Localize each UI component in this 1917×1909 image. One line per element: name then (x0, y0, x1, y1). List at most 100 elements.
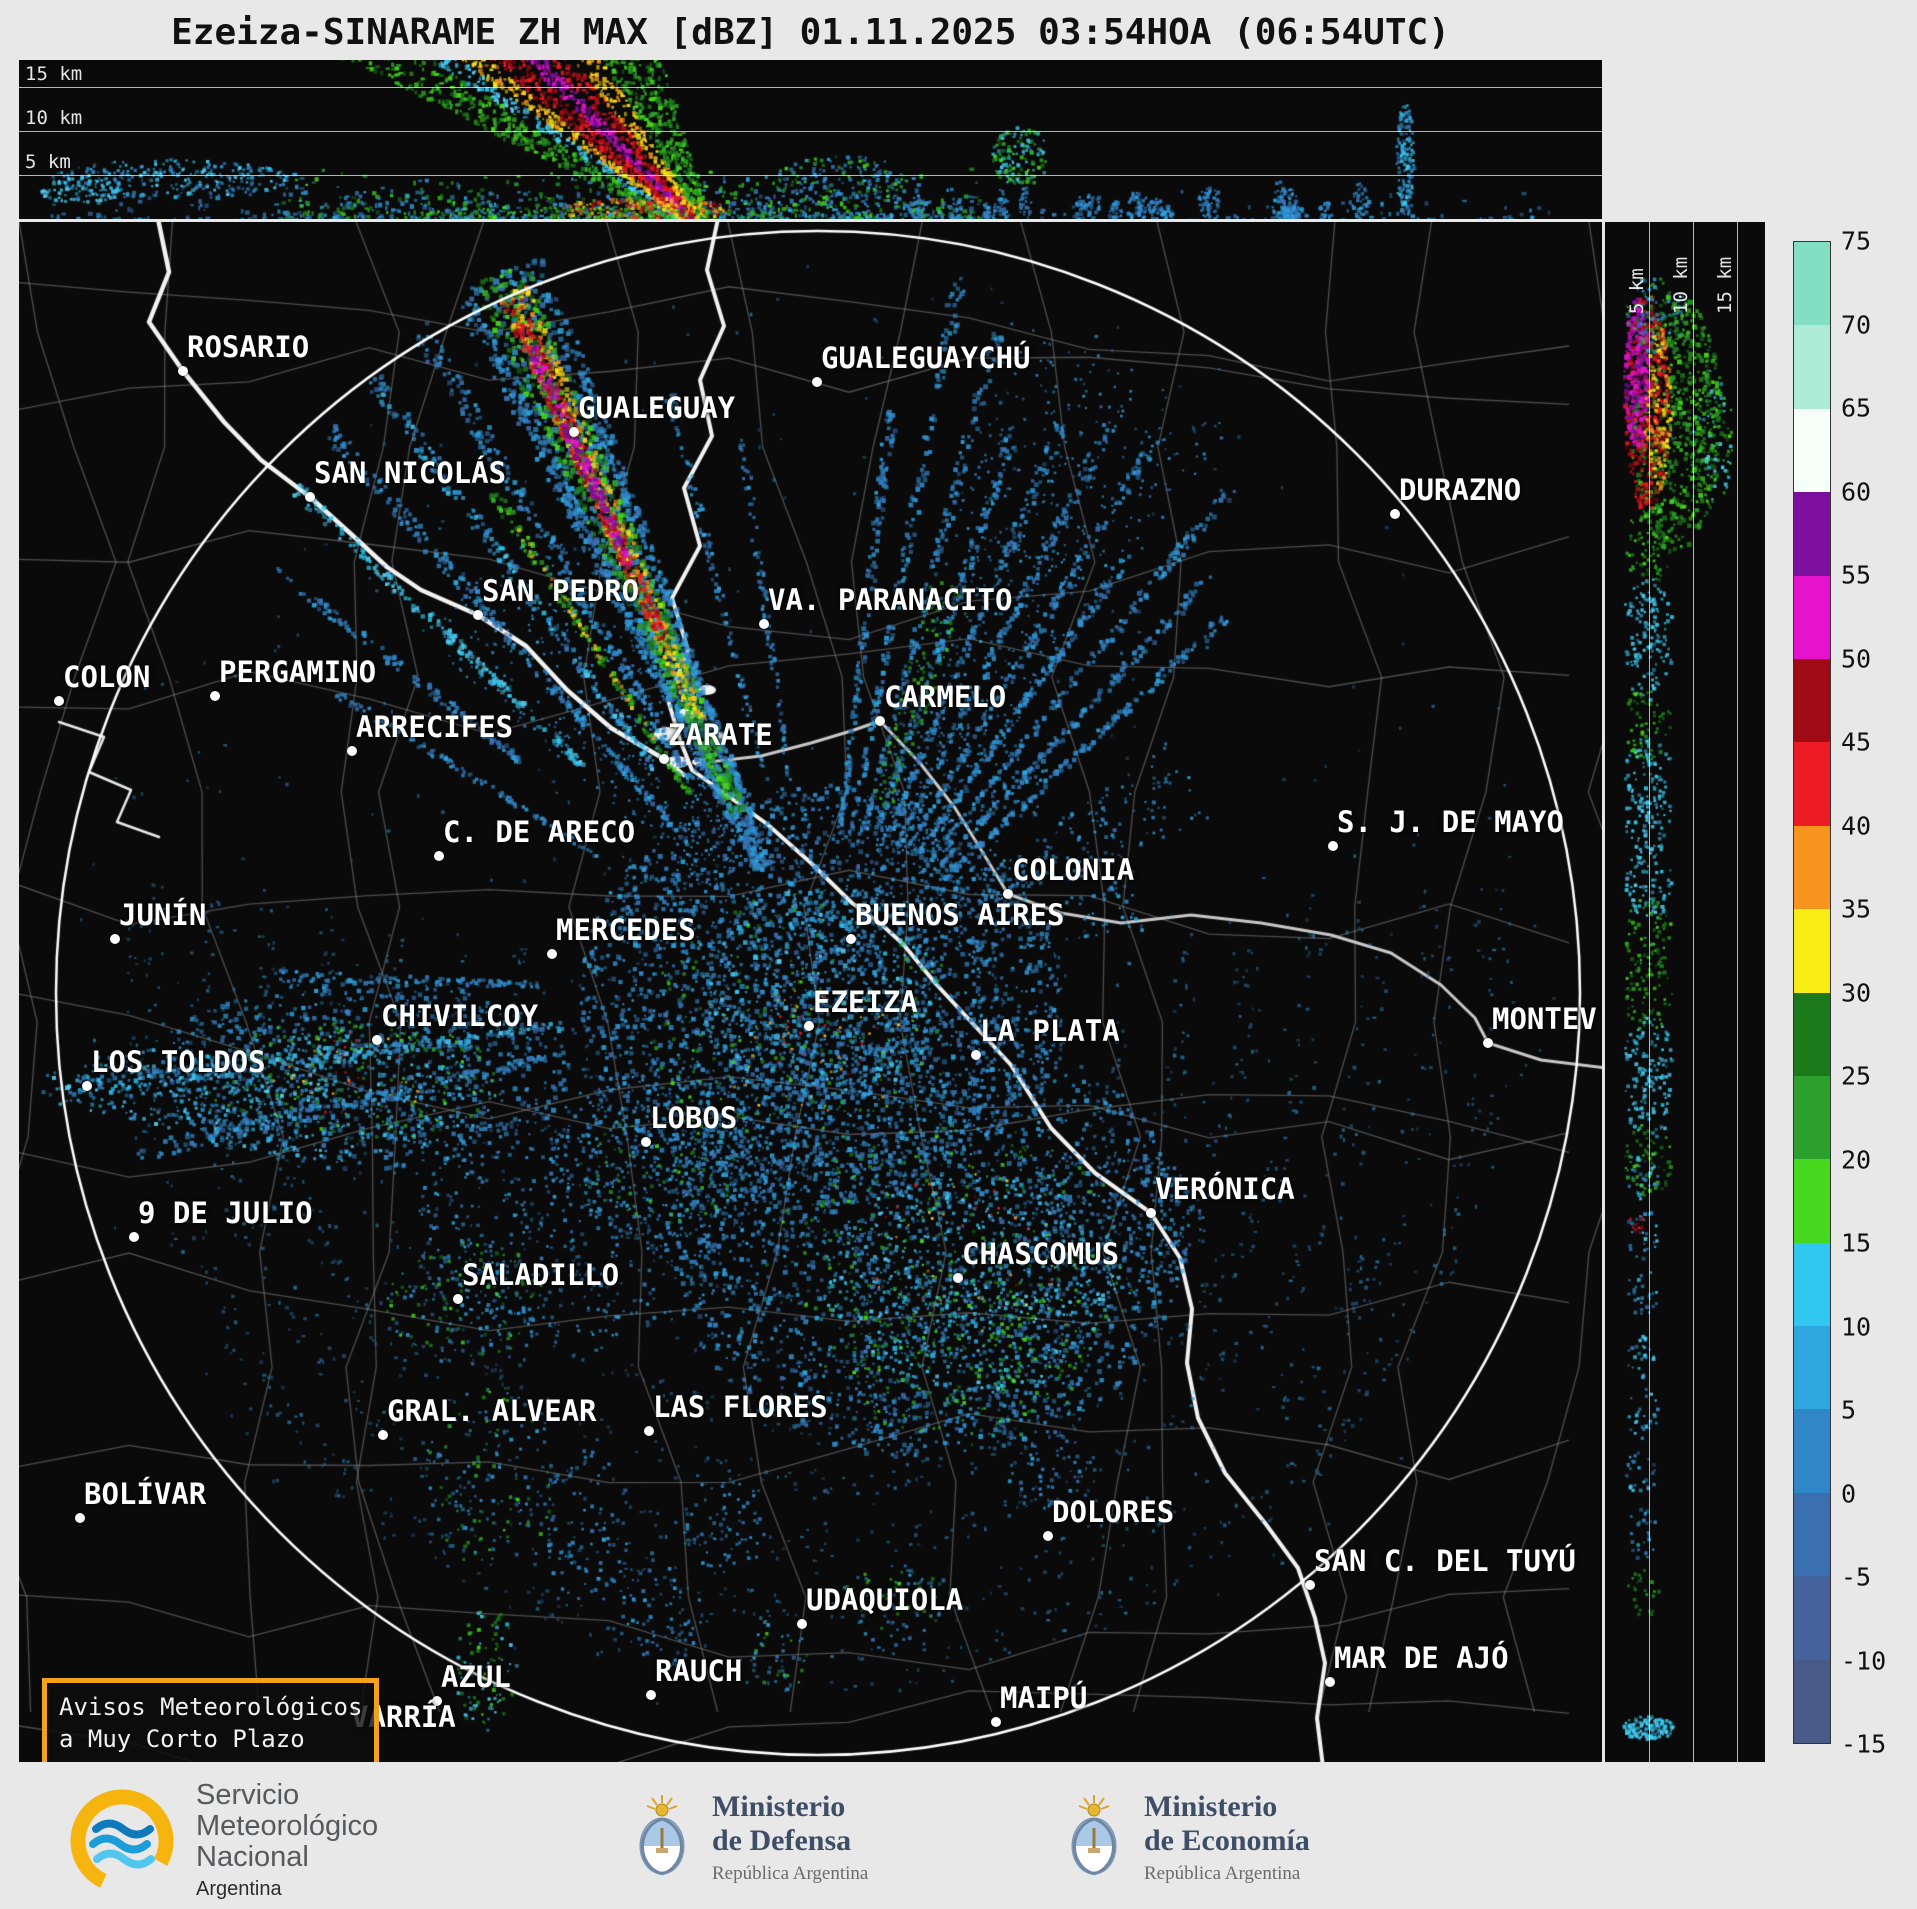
city-dot (991, 1717, 1001, 1727)
colorbar-tick-label: 35 (1841, 894, 1872, 924)
city-dot (971, 1050, 981, 1060)
colorbar-segment (1794, 742, 1830, 826)
city-label: JUNÍN (119, 898, 207, 932)
city-dot (875, 716, 885, 726)
city-label: MAR DE AJÓ (1334, 1641, 1509, 1675)
city-label: LA PLATA (980, 1014, 1120, 1048)
altitude-gridline-10km (19, 131, 1602, 132)
colorbar-segment (1794, 325, 1830, 409)
city-dot (547, 949, 557, 959)
city-dot (569, 427, 579, 437)
radar-map-panel: ROSARIO GUALEGUAYCHÚ GUALEGUAY SAN NICOLÁS D… (19, 222, 1602, 1762)
warning-box: Avisos Meteorológicos a Muy Corto Plazo (42, 1678, 380, 1762)
economia-crest-icon (1071, 1794, 1117, 1875)
city-label: MAIPÚ (1000, 1681, 1088, 1715)
ministry-economia-name: Ministerio de Economía República Argenti… (1144, 1790, 1310, 1885)
colorbar-tick-label: 45 (1841, 727, 1872, 757)
colorbar-segment (1794, 909, 1830, 993)
city-dot (378, 1430, 388, 1440)
colorbar-tick-label: -15 (1841, 1729, 1887, 1759)
top-cross-section-canvas (19, 60, 1602, 219)
city-label: LOBOS (650, 1101, 738, 1135)
colorbar-tick-label: 70 (1841, 310, 1872, 339)
city-layer: ROSARIO GUALEGUAYCHÚ GUALEGUAY SAN NICOLÁS D… (19, 222, 1602, 1762)
colorbar-segment (1794, 575, 1830, 659)
city-dot (372, 1035, 382, 1045)
dbz-colorbar (1793, 241, 1831, 1744)
colorbar-segment (1794, 1326, 1830, 1410)
ministry-name-line: de Defensa (712, 1824, 852, 1857)
city-label: LAS FLORES (653, 1390, 828, 1424)
city-label: UDAQUIOLA (806, 1583, 964, 1617)
colorbar-tick-label: 20 (1841, 1145, 1872, 1174)
city-dot (812, 377, 822, 387)
city-label: S. J. DE MAYO (1337, 805, 1564, 839)
smn-name-line-2: Meteorológico (196, 1810, 379, 1842)
smn-name-line-3: Nacional (196, 1841, 309, 1873)
colorbar-tick-label: 65 (1841, 393, 1872, 423)
city-dot (82, 1081, 92, 1091)
city-dot (110, 934, 120, 944)
ministry-name-line: Ministerio (1144, 1790, 1278, 1823)
city-label: ROSARIO (187, 330, 310, 364)
altitude-gridline-v-5km (1649, 222, 1650, 1762)
city-label: COLON (63, 660, 151, 694)
city-dot (129, 1232, 139, 1242)
city-dot (432, 1696, 442, 1706)
city-dot (1325, 1677, 1335, 1687)
city-dot (1390, 509, 1400, 519)
smn-country: Argentina (196, 1878, 282, 1900)
city-dot (434, 851, 444, 861)
colorbar-segment (1794, 825, 1830, 910)
city-label: DOLORES (1052, 1495, 1175, 1529)
city-dot (659, 754, 669, 764)
colorbar-tick-label: 5 (1841, 1395, 1857, 1425)
footer: Servicio Meteorológico Nacional Argentin… (0, 1770, 1917, 1909)
city-label: CHASCOMUS (962, 1237, 1120, 1271)
warning-line-2: a Muy Corto Plazo (59, 1725, 305, 1753)
colorbar-tick-label: 50 (1841, 644, 1872, 673)
city-label: ZARATE (668, 718, 773, 752)
defensa-crest-icon (639, 1794, 685, 1875)
dbz-colorbar-labels: 75 70 65 60 55 50 45 40 35 30 25 20 15 10 5 0 -5 -10 -15 (1841, 227, 1915, 1759)
smn-name: Servicio Meteorológico Nacional Argentin… (196, 1780, 378, 1902)
colorbar-tick-label: 10 (1841, 1312, 1872, 1341)
altitude-label-v-15km: 15 km (1714, 256, 1736, 314)
city-label: EZEIZA (813, 985, 918, 1019)
colorbar-segment (1794, 1492, 1830, 1577)
top-cross-section-panel: 15 km 10 km 5 km (19, 60, 1602, 219)
city-label: SAN PEDRO (482, 574, 640, 608)
city-dot (75, 1513, 85, 1523)
city-label: COLONIA (1012, 853, 1135, 887)
colorbar-segment (1794, 1242, 1830, 1327)
city-dot (473, 610, 483, 620)
ministry-sub-line: República Argentina (1144, 1863, 1301, 1884)
city-dot (1043, 1531, 1053, 1541)
altitude-gridline-v-10km (1693, 222, 1694, 1762)
city-label: SALADILLO (462, 1258, 620, 1292)
city-dot (759, 619, 769, 629)
colorbar-tick-label: -5 (1841, 1562, 1872, 1592)
ministry-name-line: de Economía (1144, 1824, 1310, 1857)
city-label: C. DE ARECO (443, 815, 636, 849)
city-label: DURAZNO (1399, 473, 1522, 507)
city-dot (1305, 1580, 1315, 1590)
city-dot (54, 696, 64, 706)
colorbar-tick-label: 75 (1841, 226, 1872, 256)
city-label: MERCEDES (556, 913, 696, 947)
colorbar-segment (1794, 242, 1830, 326)
altitude-label-15km: 15 km (25, 63, 83, 85)
city-dot (453, 1294, 463, 1304)
colorbar-tick-label: 15 (1841, 1228, 1872, 1258)
warning-line-1: Avisos Meteorológicos (59, 1693, 363, 1721)
colorbar-segment (1794, 1659, 1830, 1744)
city-dot (210, 691, 220, 701)
city-dot (644, 1426, 654, 1436)
altitude-label-5km: 5 km (25, 151, 71, 173)
colorbar-tick-label: 0 (1841, 1479, 1857, 1508)
city-dot (953, 1273, 963, 1283)
ministry-defensa-group: Ministerio de Defensa República Argentin… (630, 1790, 868, 1885)
colorbar-tick-label: 40 (1841, 811, 1872, 840)
city-label: SAN NICOLÁS (314, 456, 507, 490)
